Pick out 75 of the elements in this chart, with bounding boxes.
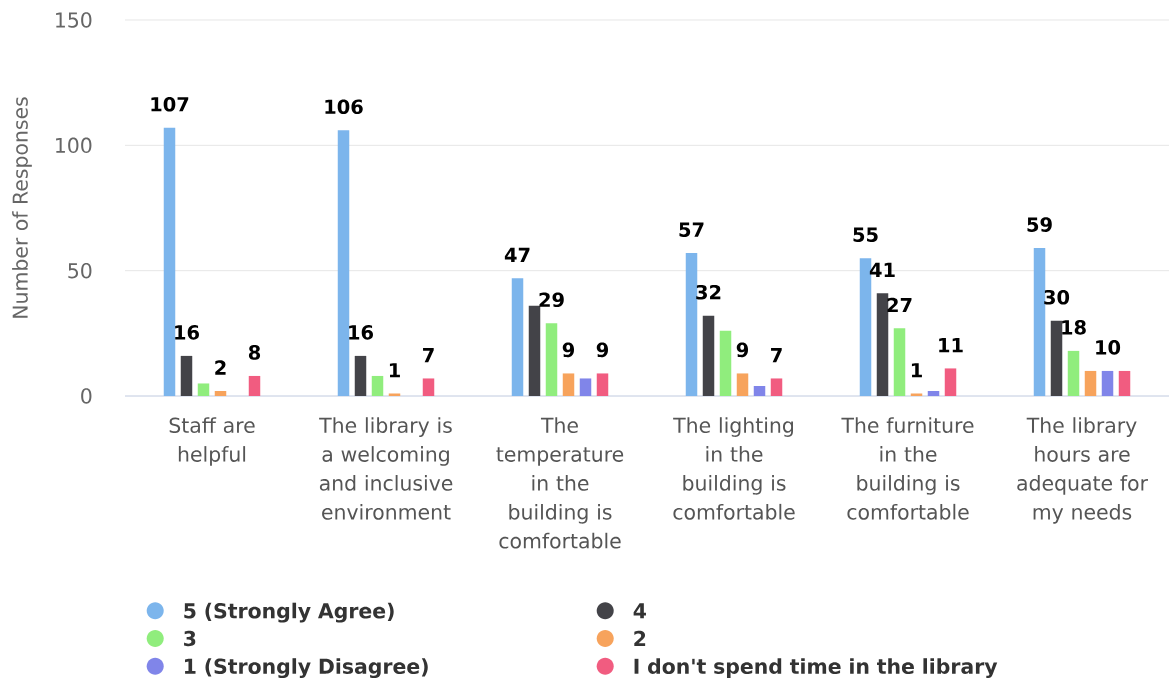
bar: [1067, 350, 1080, 396]
bar: [354, 355, 367, 396]
data-label: 1: [389, 363, 400, 378]
bar: [1118, 370, 1131, 396]
data-label: 47: [504, 247, 530, 262]
legend-label: I don't spend time in the library: [634, 658, 998, 679]
legend-label: 1 (Strongly Disagree): [185, 658, 428, 679]
data-label: 107: [151, 96, 189, 112]
x-tick-label: The lighting in the building is comfortable: [673, 417, 795, 520]
legend-label: 2: [634, 630, 646, 646]
data-label: 11: [939, 338, 963, 353]
x-tick-label: The temperature in the building is comfortable: [496, 417, 624, 549]
x-tick-label: The furniture in the building is comfortable: [841, 417, 974, 520]
bar: [753, 385, 766, 396]
data-label: 29: [539, 292, 564, 308]
data-label: 7: [423, 348, 434, 363]
y-tick-label: 50: [68, 262, 92, 279]
bar: [1084, 370, 1097, 396]
bar: [248, 375, 261, 396]
data-label: 9: [736, 342, 749, 358]
bar: [422, 378, 435, 396]
bar: [214, 390, 227, 396]
bar: [180, 355, 193, 396]
bar: [944, 368, 957, 396]
legend-label: 3: [184, 630, 196, 647]
bar: [596, 373, 609, 396]
x-tick-label: The library is a welcoming and inclusive environment: [319, 417, 453, 520]
data-label: 9: [596, 342, 609, 358]
bar: [893, 328, 906, 396]
data-label: 59: [1027, 217, 1052, 232]
y-tick-label: 0: [81, 388, 92, 404]
bar: [388, 393, 401, 396]
data-label: 16: [349, 325, 373, 340]
bar: [545, 323, 558, 396]
bar: [337, 130, 350, 396]
bar: [910, 393, 923, 396]
bar: [163, 127, 176, 396]
data-label: 9: [562, 342, 575, 358]
bar: [719, 330, 732, 396]
bar: [528, 305, 541, 396]
bar: [736, 373, 749, 396]
x-tick-label: The library hours are adequate for my needs: [1017, 417, 1148, 524]
bar: [197, 383, 210, 396]
data-label: 1: [911, 363, 922, 378]
data-label: 41: [869, 262, 895, 278]
bar: [770, 378, 783, 396]
x-tick-label: Staff are helpful: [169, 417, 255, 466]
bar: [371, 375, 384, 396]
bar: [876, 293, 889, 396]
data-label: 7: [771, 348, 782, 363]
bar: [859, 258, 872, 396]
bar: [579, 378, 592, 396]
y-axis-title: Number of Responses: [12, 97, 32, 318]
bar: [702, 315, 715, 396]
bar: [685, 253, 698, 396]
bar: [1101, 370, 1114, 396]
data-label: 32: [696, 284, 721, 300]
bar: [1033, 248, 1046, 396]
data-label: 106: [325, 99, 363, 115]
data-label: 2: [215, 360, 226, 375]
legend-label: 5 (Strongly Agree): [184, 602, 394, 623]
bar: [1050, 320, 1063, 396]
y-tick-label: 100: [56, 137, 92, 154]
bar: [511, 278, 524, 396]
legend-label: 4: [633, 603, 646, 619]
data-label: 8: [248, 345, 261, 360]
data-label: 18: [1062, 319, 1086, 335]
data-label: 30: [1044, 289, 1070, 305]
data-label: 55: [853, 227, 878, 242]
y-tick-label: 150: [56, 12, 92, 28]
data-label: 57: [679, 222, 704, 237]
data-label: 10: [1096, 340, 1121, 355]
data-label: 16: [175, 325, 199, 340]
bar: [927, 390, 940, 396]
bar: [562, 373, 575, 396]
